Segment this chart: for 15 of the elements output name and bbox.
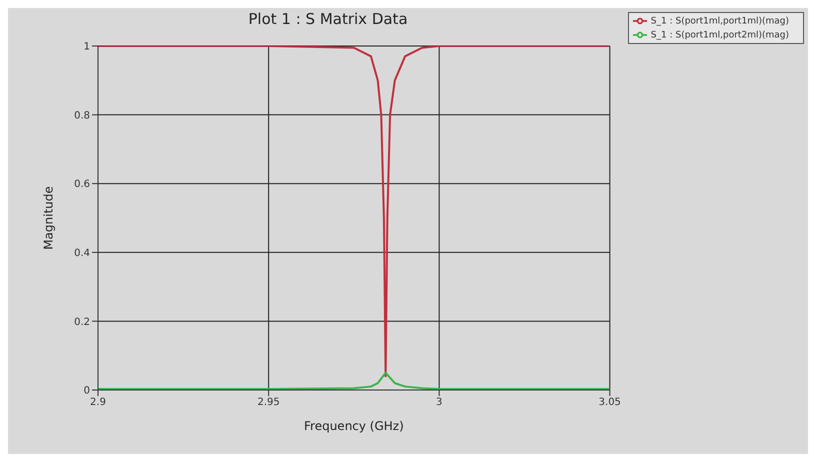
- x-axis-title: Frequency (GHz): [304, 419, 404, 433]
- legend-label: S_1 : S(port1ml,port1ml)(mag): [650, 16, 789, 26]
- x-tick-label: 2.9: [90, 397, 106, 408]
- y-tick-label: 0.2: [74, 316, 90, 328]
- legend-label: S_1 : S(port1ml,port2ml)(mag): [650, 30, 789, 40]
- y-tick-label: 0.8: [74, 110, 90, 122]
- y-tick-label: 0.4: [74, 248, 90, 259]
- chart-title: Plot 1 : S Matrix Data: [247, 10, 409, 28]
- x-tick-label: 2.95: [257, 397, 280, 408]
- x-tick-label: 3: [436, 397, 442, 408]
- y-tick-label: 1: [84, 42, 90, 53]
- y-tick-label: 0.6: [74, 179, 90, 190]
- y-axis-title: Magnitude: [41, 186, 56, 250]
- y-tick-label: 0: [84, 386, 90, 397]
- x-tick-label: 3.05: [598, 397, 621, 408]
